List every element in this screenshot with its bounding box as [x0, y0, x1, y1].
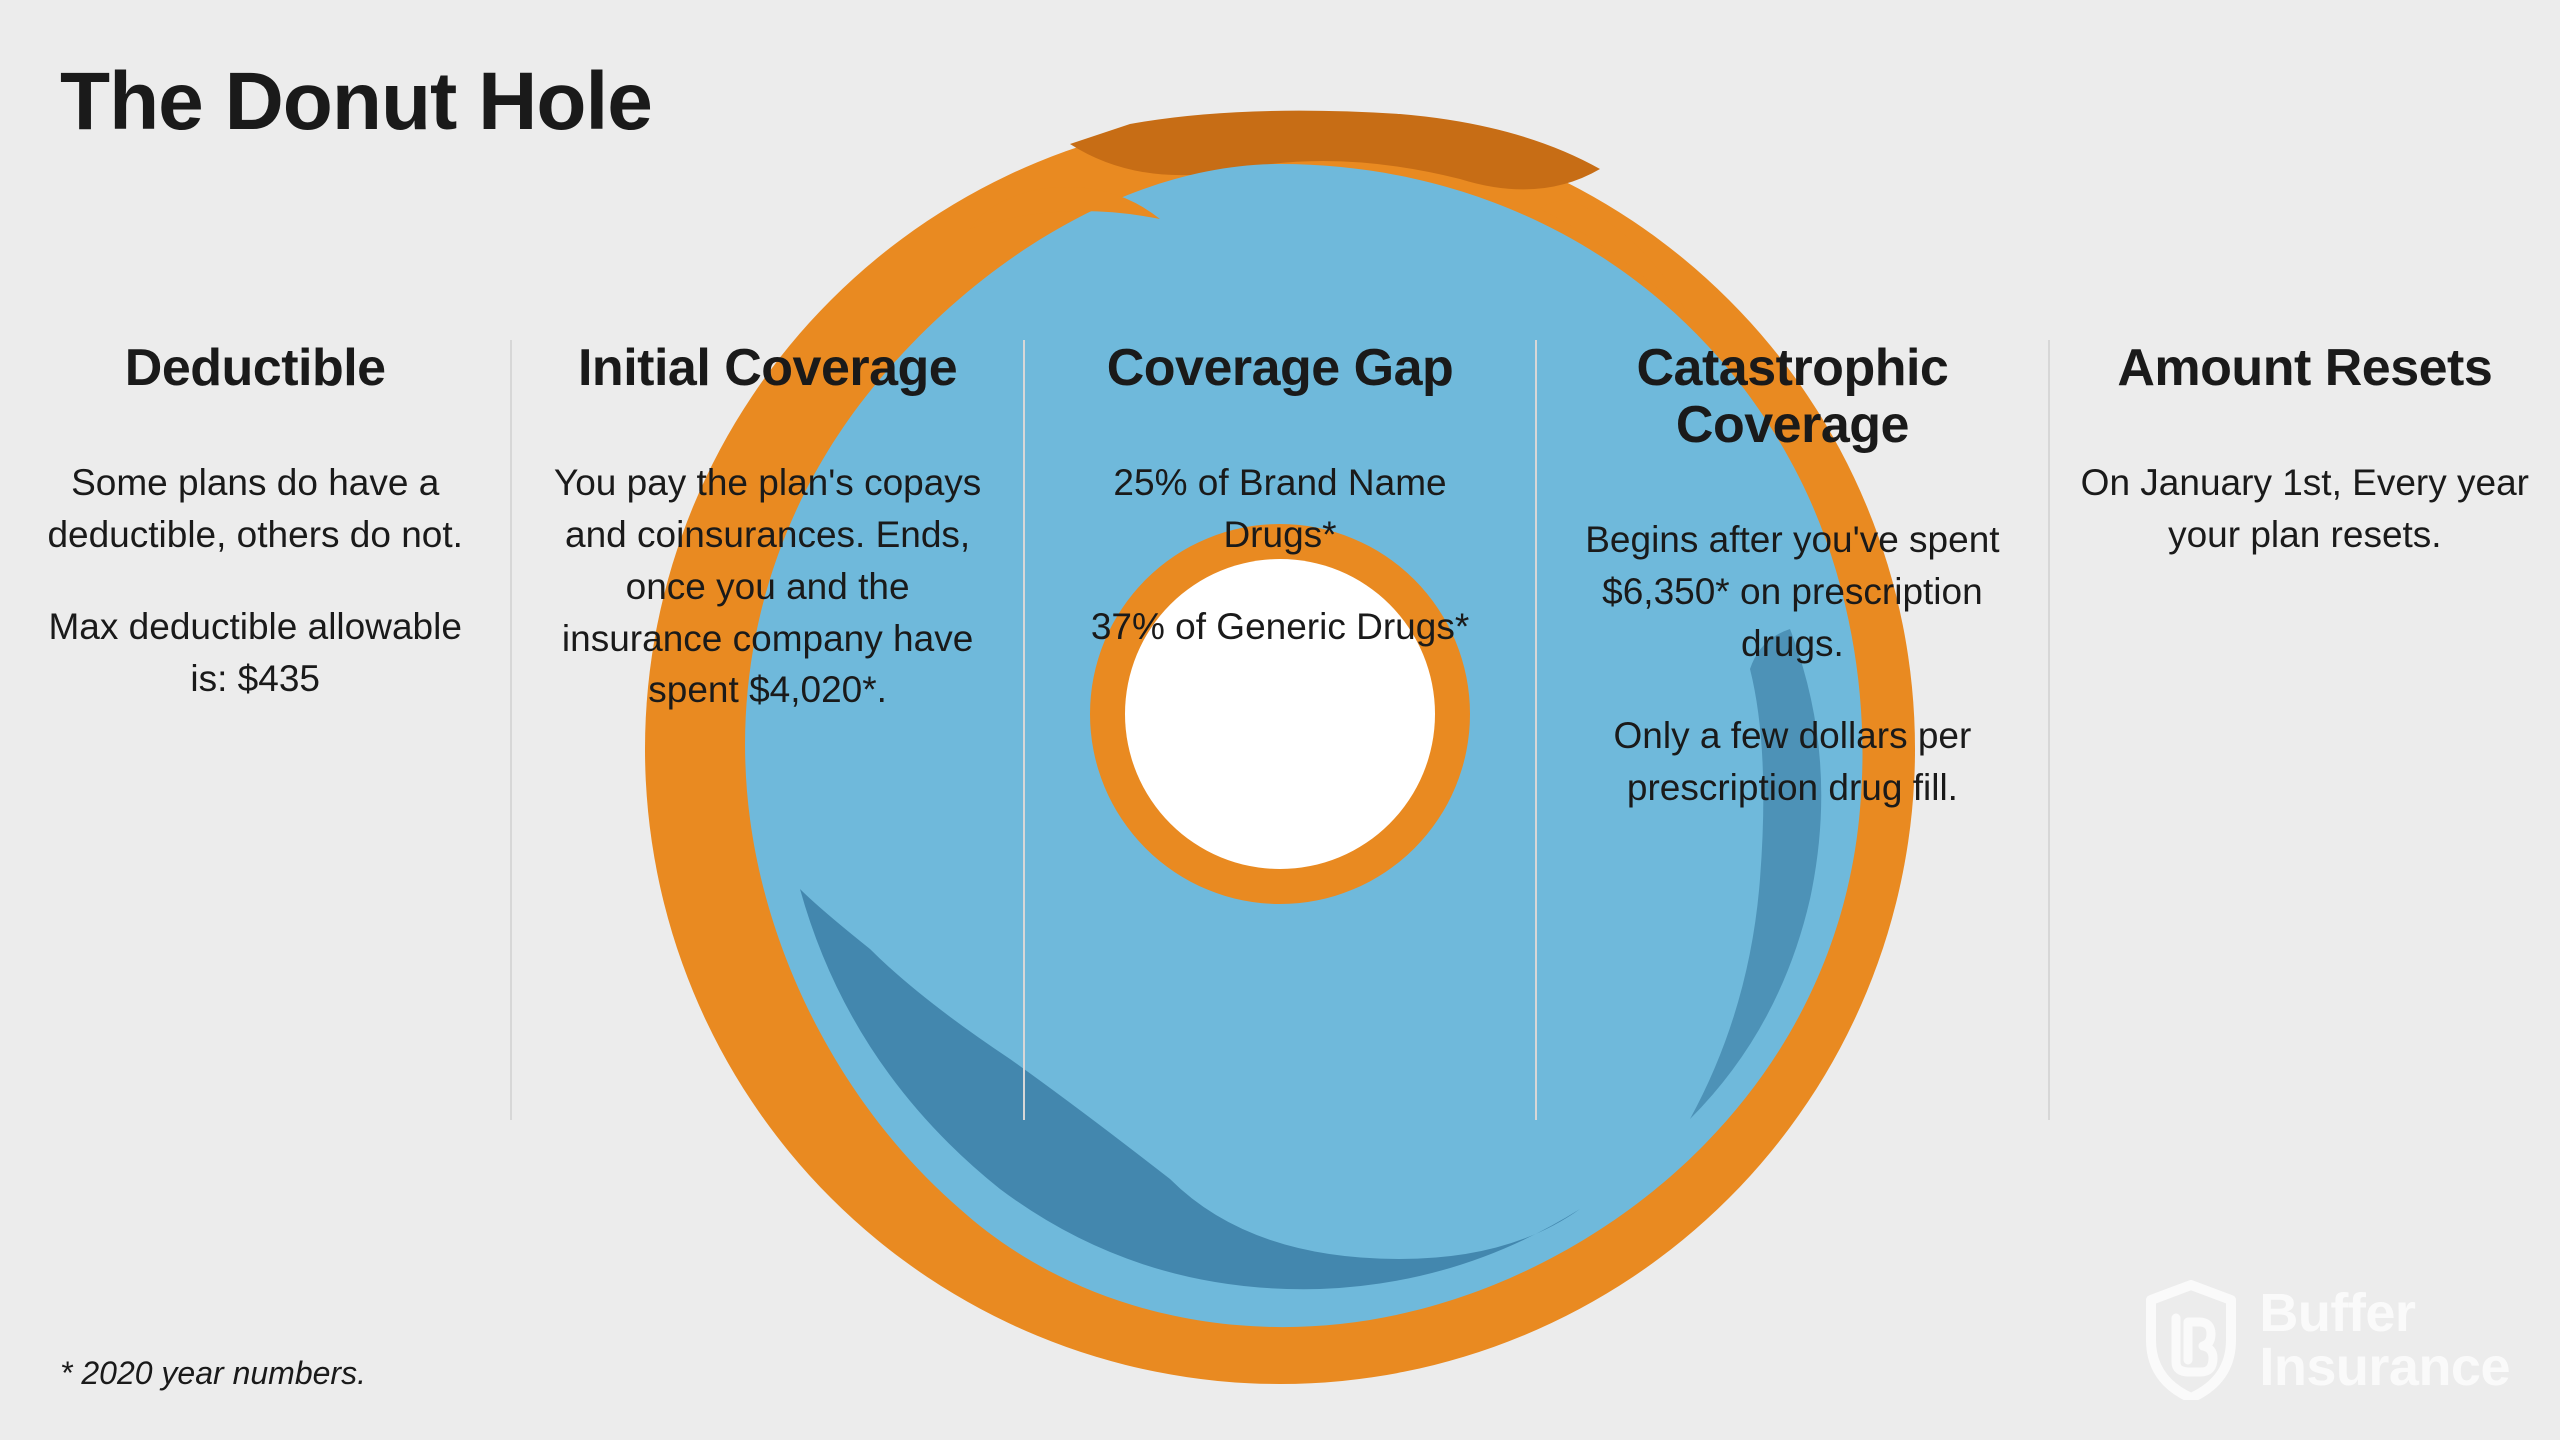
col-body: Some plans do have a deductible, others …	[28, 457, 482, 704]
logo-line1: Buffer	[2259, 1286, 2510, 1340]
col-body: 25% of Brand Name Drugs* 37% of Generic …	[1053, 457, 1507, 652]
shield-icon	[2141, 1280, 2241, 1400]
col-text: You pay the plan's copays and coinsuranc…	[540, 457, 994, 716]
col-text: On January 1st, Every year your plan res…	[2078, 457, 2532, 561]
logo-line2: Insurance	[2259, 1340, 2510, 1394]
footnote: * 2020 year numbers.	[60, 1355, 366, 1392]
col-title: Catastrophic Coverage	[1565, 340, 2019, 454]
col-text: 25% of Brand Name Drugs*	[1053, 457, 1507, 561]
col-body: On January 1st, Every year your plan res…	[2078, 457, 2532, 561]
col-title: Coverage Gap	[1053, 340, 1507, 397]
col-amount-resets: Amount Resets On January 1st, Every year…	[2050, 340, 2560, 1140]
logo-text: Buffer Insurance	[2259, 1286, 2510, 1394]
col-initial-coverage: Initial Coverage You pay the plan's copa…	[512, 340, 1022, 1140]
col-body: You pay the plan's copays and coinsuranc…	[540, 457, 994, 716]
col-deductible: Deductible Some plans do have a deductib…	[0, 340, 510, 1140]
col-text: Only a few dollars per prescription drug…	[1565, 710, 2019, 814]
col-text: Some plans do have a deductible, others …	[28, 457, 482, 561]
col-coverage-gap: Coverage Gap 25% of Brand Name Drugs* 37…	[1025, 340, 1535, 1140]
col-catastrophic-coverage: Catastrophic Coverage Begins after you'v…	[1537, 340, 2047, 1140]
col-text: 37% of Generic Drugs*	[1053, 601, 1507, 653]
columns-container: Deductible Some plans do have a deductib…	[0, 340, 2560, 1140]
col-text: Max deductible allowable is: $435	[28, 601, 482, 705]
brand-logo: Buffer Insurance	[2141, 1280, 2510, 1400]
col-title: Initial Coverage	[540, 340, 994, 397]
page-title: The Donut Hole	[60, 55, 652, 149]
col-title: Deductible	[28, 340, 482, 397]
col-body: Begins after you've spent $6,350* on pre…	[1565, 514, 2019, 813]
col-title: Amount Resets	[2078, 340, 2532, 397]
col-text: Begins after you've spent $6,350* on pre…	[1565, 514, 2019, 669]
